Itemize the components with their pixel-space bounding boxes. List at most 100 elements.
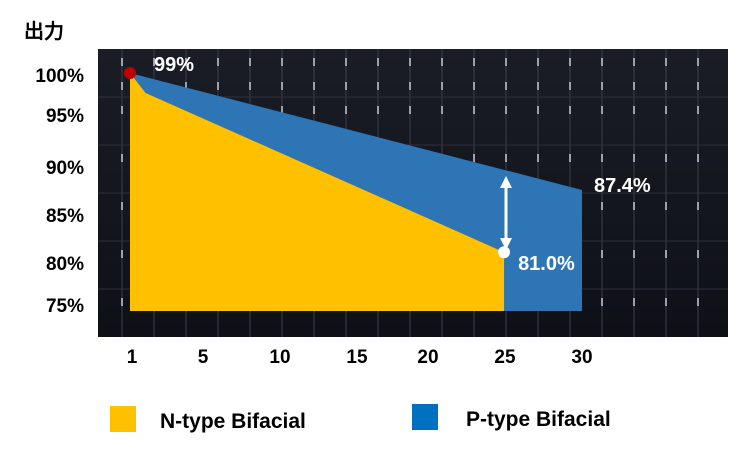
legend-label-n-type: N-type Bifacial — [160, 410, 306, 433]
y-axis-title: 出力 — [24, 20, 64, 43]
legend-label-p-type: P-type Bifacial — [466, 408, 611, 431]
panel-busbar — [345, 58, 347, 66]
panel-busbar — [121, 298, 123, 306]
panel-busbar — [249, 58, 251, 66]
panel-busbar — [601, 250, 603, 258]
panel-busbar — [537, 82, 539, 90]
series-area-n-type — [130, 73, 505, 311]
panel-busbar — [633, 58, 635, 66]
panel-busbar — [217, 82, 219, 90]
panel-busbar — [665, 82, 667, 90]
panel-busbar — [249, 82, 251, 90]
panel-busbar — [601, 298, 603, 306]
panel-busbar — [121, 58, 123, 66]
x-axis-ticks: 1 5 10 15 20 25 30 — [127, 347, 593, 368]
y-tick-label: 90% — [46, 158, 84, 179]
panel-busbar — [281, 58, 283, 66]
panel-busbar — [441, 106, 443, 114]
panel-busbar — [665, 298, 667, 306]
panel-busbar — [281, 106, 283, 114]
panel-busbar — [665, 106, 667, 114]
x-tick-label: 20 — [417, 347, 438, 368]
panel-busbar — [633, 106, 635, 114]
panel-busbar — [121, 106, 123, 114]
panel-busbar — [473, 154, 475, 162]
y-tick-label: 95% — [46, 106, 84, 127]
x-tick-label: 25 — [494, 347, 516, 368]
y-tick-label: 75% — [46, 296, 84, 317]
panel-busbar — [313, 106, 315, 114]
panel-busbar — [281, 82, 283, 90]
panel-busbar — [665, 250, 667, 258]
panel-busbar — [665, 58, 667, 66]
legend: N-type Bifacial P-type Bifacial — [110, 404, 611, 433]
panel-busbar — [569, 82, 571, 90]
annotation-81-0: 81.0% — [518, 253, 575, 275]
panel-busbar — [601, 202, 603, 210]
panel-busbar — [121, 154, 123, 162]
panel-busbar — [377, 106, 379, 114]
panel-busbar — [697, 82, 699, 90]
panel-busbar — [121, 202, 123, 210]
panel-busbar — [185, 58, 187, 66]
panel-busbar — [121, 82, 123, 90]
panel-busbar — [633, 82, 635, 90]
panel-busbar — [633, 202, 635, 210]
panel-busbar — [633, 298, 635, 306]
panel-busbar — [601, 106, 603, 114]
panel-busbar — [697, 154, 699, 162]
panel-busbar — [633, 250, 635, 258]
panel-busbar — [473, 58, 475, 66]
panel-busbar — [313, 58, 315, 66]
panel-busbar — [601, 154, 603, 162]
x-tick-label: 5 — [198, 347, 209, 368]
panel-busbar — [121, 250, 123, 258]
start-marker — [124, 67, 136, 79]
panel-busbar — [505, 58, 507, 66]
panel-busbar — [665, 202, 667, 210]
panel-busbar — [537, 106, 539, 114]
panel-busbar — [601, 82, 603, 90]
panel-busbar — [377, 58, 379, 66]
panel-busbar — [345, 82, 347, 90]
panel-busbar — [185, 82, 187, 90]
legend-swatch-p-type — [412, 404, 438, 430]
gap-arrow — [500, 176, 512, 250]
panel-busbar — [345, 106, 347, 114]
n-type-end-marker — [498, 246, 511, 259]
x-tick-label: 10 — [269, 347, 290, 368]
y-tick-label: 100% — [35, 66, 84, 87]
panel-busbar — [409, 106, 411, 114]
x-tick-label: 15 — [346, 347, 368, 368]
annotation-99: 99% — [154, 54, 194, 76]
y-axis-ticks: 100% 95% 90% 85% 80% 75% — [35, 66, 84, 317]
panel-busbar — [409, 58, 411, 66]
panel-busbar — [377, 82, 379, 90]
panel-busbar — [153, 58, 155, 66]
panel-busbar — [537, 154, 539, 162]
panel-busbar — [665, 154, 667, 162]
panel-busbar — [313, 82, 315, 90]
panel-busbar — [409, 82, 411, 90]
panel-busbar — [505, 82, 507, 90]
panel-busbar — [697, 250, 699, 258]
panel-busbar — [505, 154, 507, 162]
panel-busbar — [697, 298, 699, 306]
panel-busbar — [569, 58, 571, 66]
panel-busbar — [569, 154, 571, 162]
x-tick-label: 30 — [571, 347, 592, 368]
y-tick-label: 85% — [46, 206, 84, 227]
panel-busbar — [601, 58, 603, 66]
panel-busbar — [569, 106, 571, 114]
panel-busbar — [697, 58, 699, 66]
panel-busbar — [633, 154, 635, 162]
y-tick-label: 80% — [46, 254, 84, 275]
annotation-87-4: 87.4% — [594, 175, 651, 197]
panel-busbar — [505, 106, 507, 114]
panel-busbar — [473, 106, 475, 114]
panel-busbar — [473, 82, 475, 90]
legend-swatch-n-type — [110, 406, 136, 432]
panel-busbar — [441, 82, 443, 90]
panel-busbar — [217, 58, 219, 66]
